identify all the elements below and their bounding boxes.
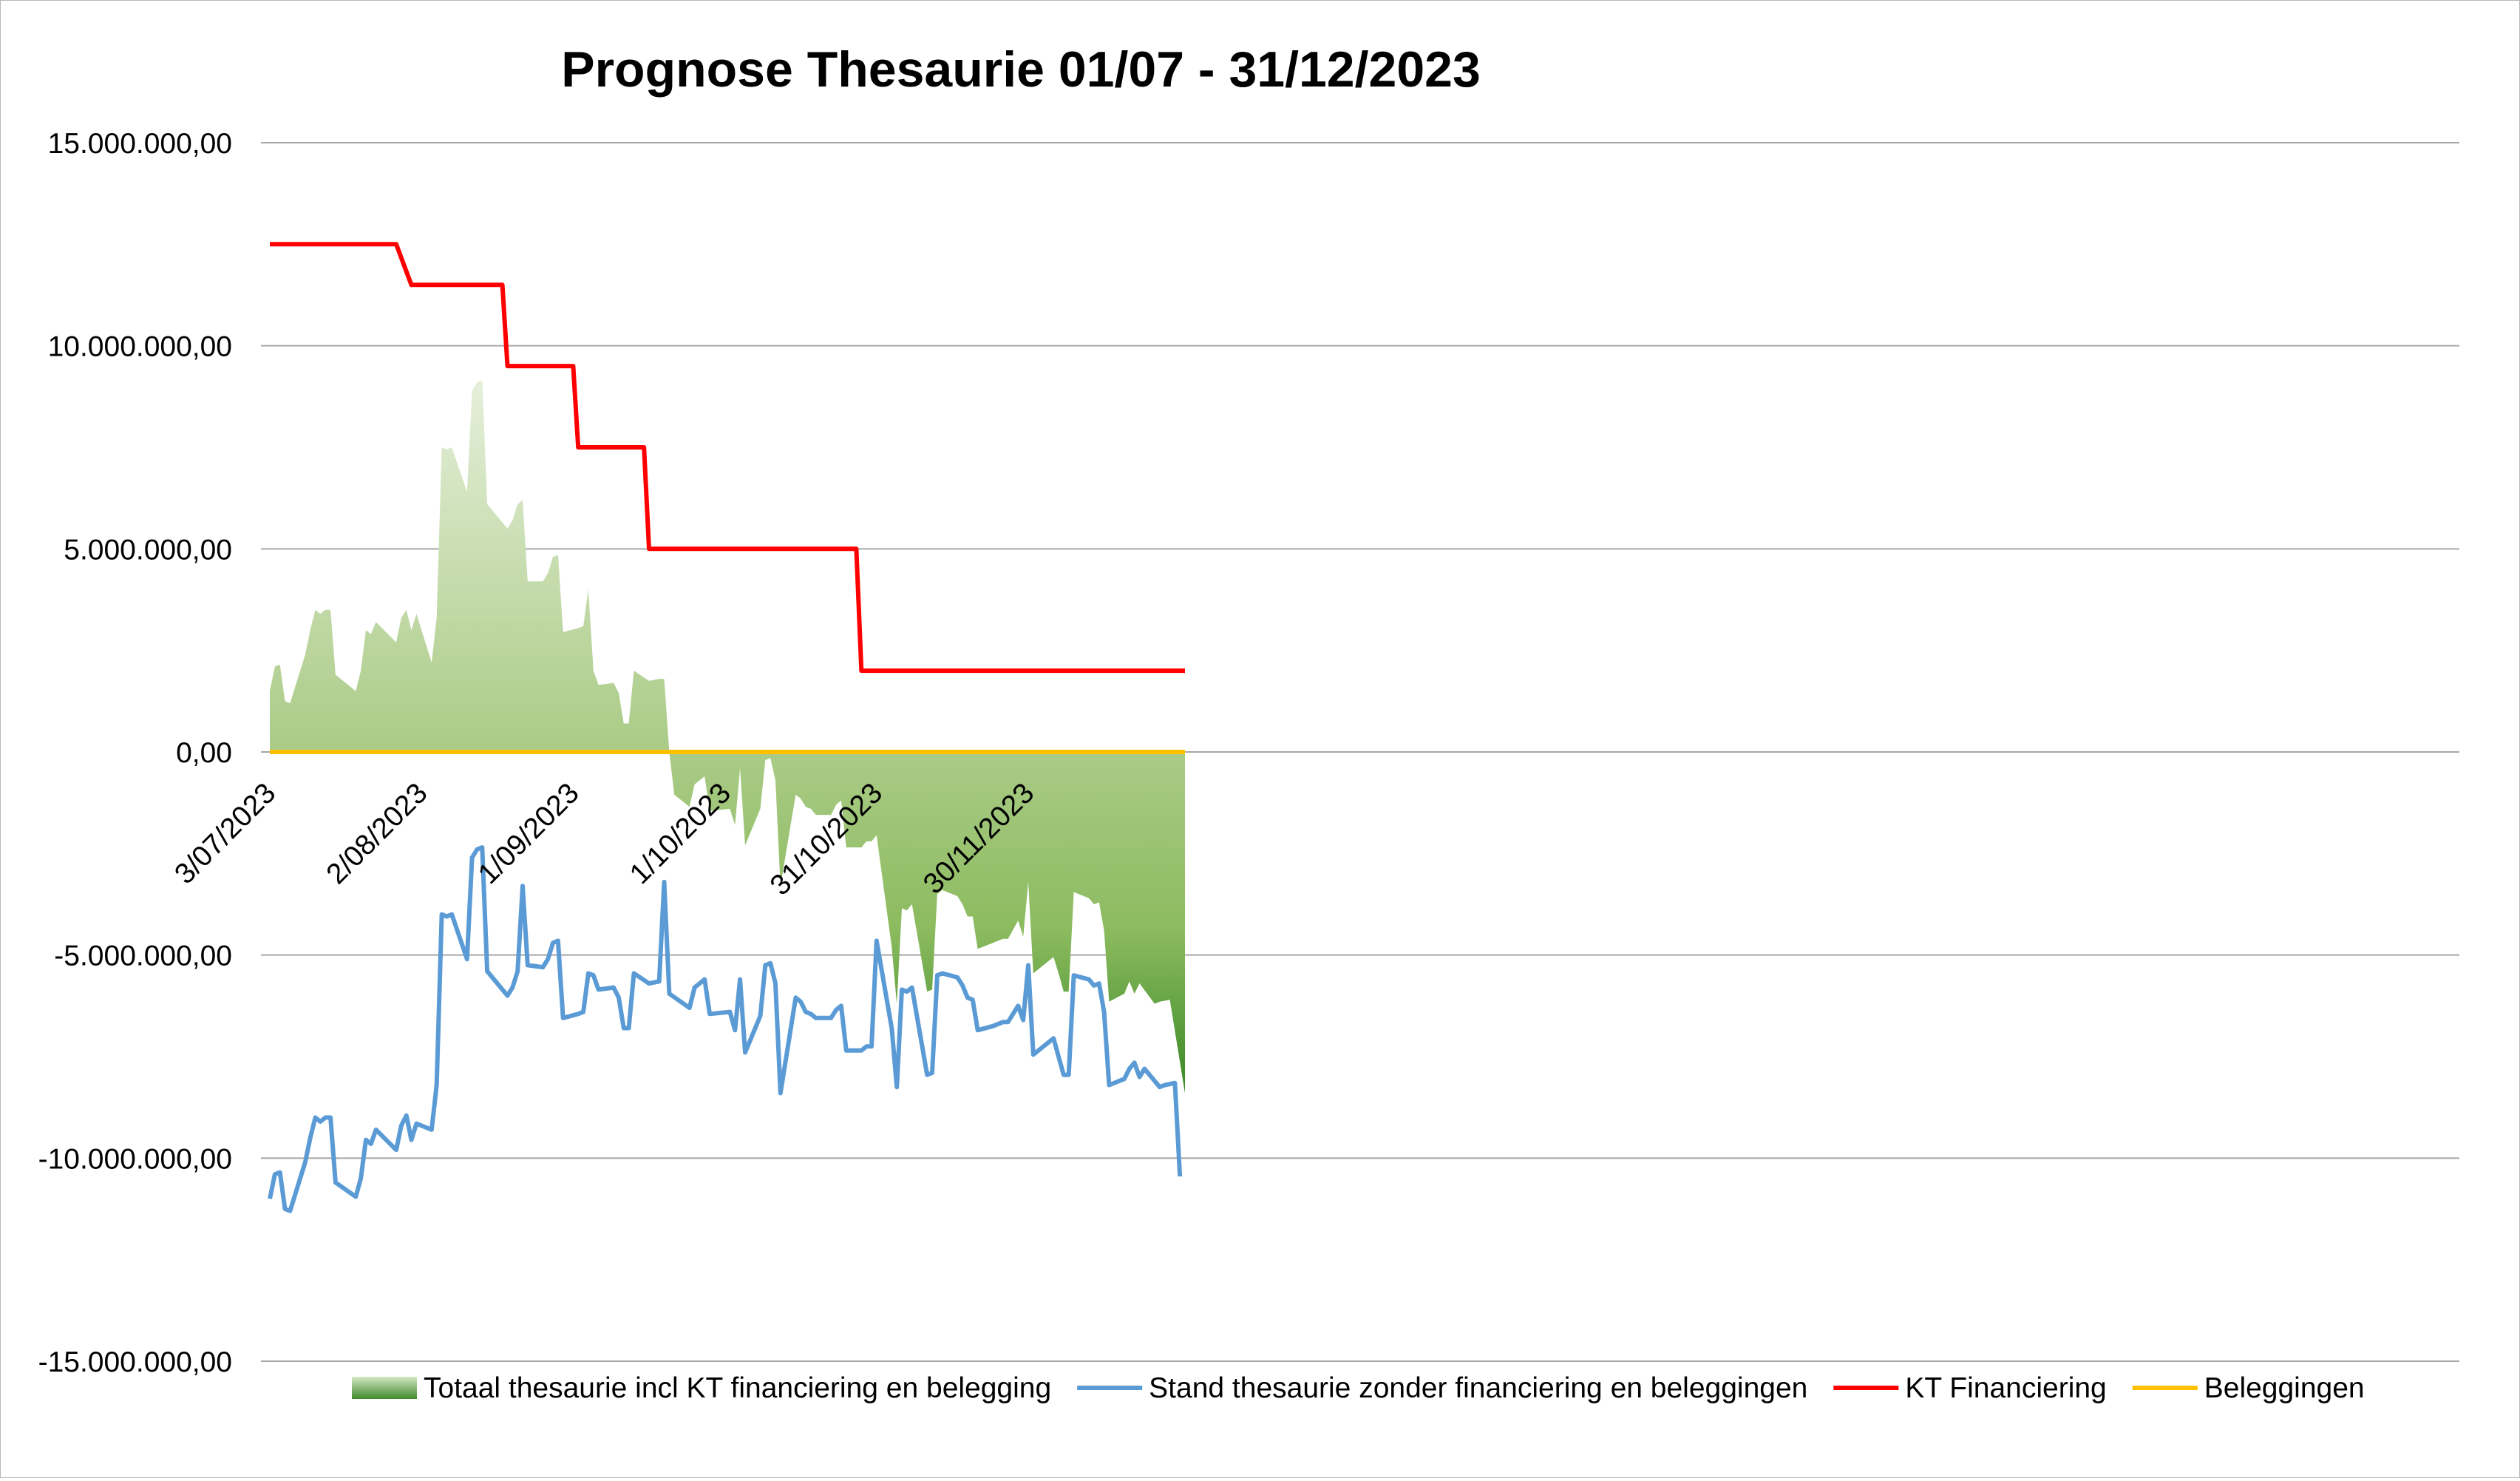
- legend-item: Stand thesaurie zonder financiering en b…: [1077, 1372, 1807, 1404]
- y-axis-ticks: 15.000.000,00 10.000.000,00 5.000.000,00 0,…: [38, 128, 232, 1378]
- area-series: [270, 380, 1185, 1094]
- y-tick-label: -15.000.000,00: [38, 1346, 232, 1378]
- y-tick-label: 0,00: [176, 737, 232, 769]
- legend-label: Stand thesaurie zonder financiering en b…: [1149, 1372, 1807, 1404]
- legend-swatch: [352, 1377, 417, 1399]
- x-tick-label: 3/07/2023: [169, 777, 282, 890]
- legend-item: Totaal thesaurie incl KT financiering en…: [352, 1372, 1051, 1404]
- y-tick-label: 5.000.000,00: [64, 534, 232, 566]
- line-kt-financiering: [270, 242, 1185, 674]
- legend-label: Beleggingen: [2204, 1372, 2365, 1404]
- legend-item: KT Financiering: [1833, 1372, 2107, 1404]
- legend-label: KT Financiering: [1905, 1372, 2106, 1404]
- area-totaal-thesaurie: [270, 380, 1185, 1094]
- x-tick-label: 1/09/2023: [472, 777, 585, 890]
- legend-label: Totaal thesaurie incl KT financiering en…: [424, 1372, 1051, 1404]
- legend-item: Beleggingen: [2132, 1372, 2365, 1404]
- y-tick-label: -5.000.000,00: [54, 941, 232, 972]
- line-stand-thesaurie: [268, 845, 1183, 1213]
- line-series: [268, 242, 1185, 1213]
- legend: Totaal thesaurie incl KT financiering en…: [352, 1372, 2365, 1404]
- y-tick-label: -10.000.000,00: [38, 1143, 232, 1175]
- chart-title: Prognose Thesaurie 01/07 - 31/12/2023: [561, 41, 1481, 98]
- y-tick-label: 10.000.000,00: [48, 331, 232, 363]
- y-tick-label: 15.000.000,00: [48, 128, 232, 160]
- x-tick-label: 2/08/2023: [320, 777, 433, 890]
